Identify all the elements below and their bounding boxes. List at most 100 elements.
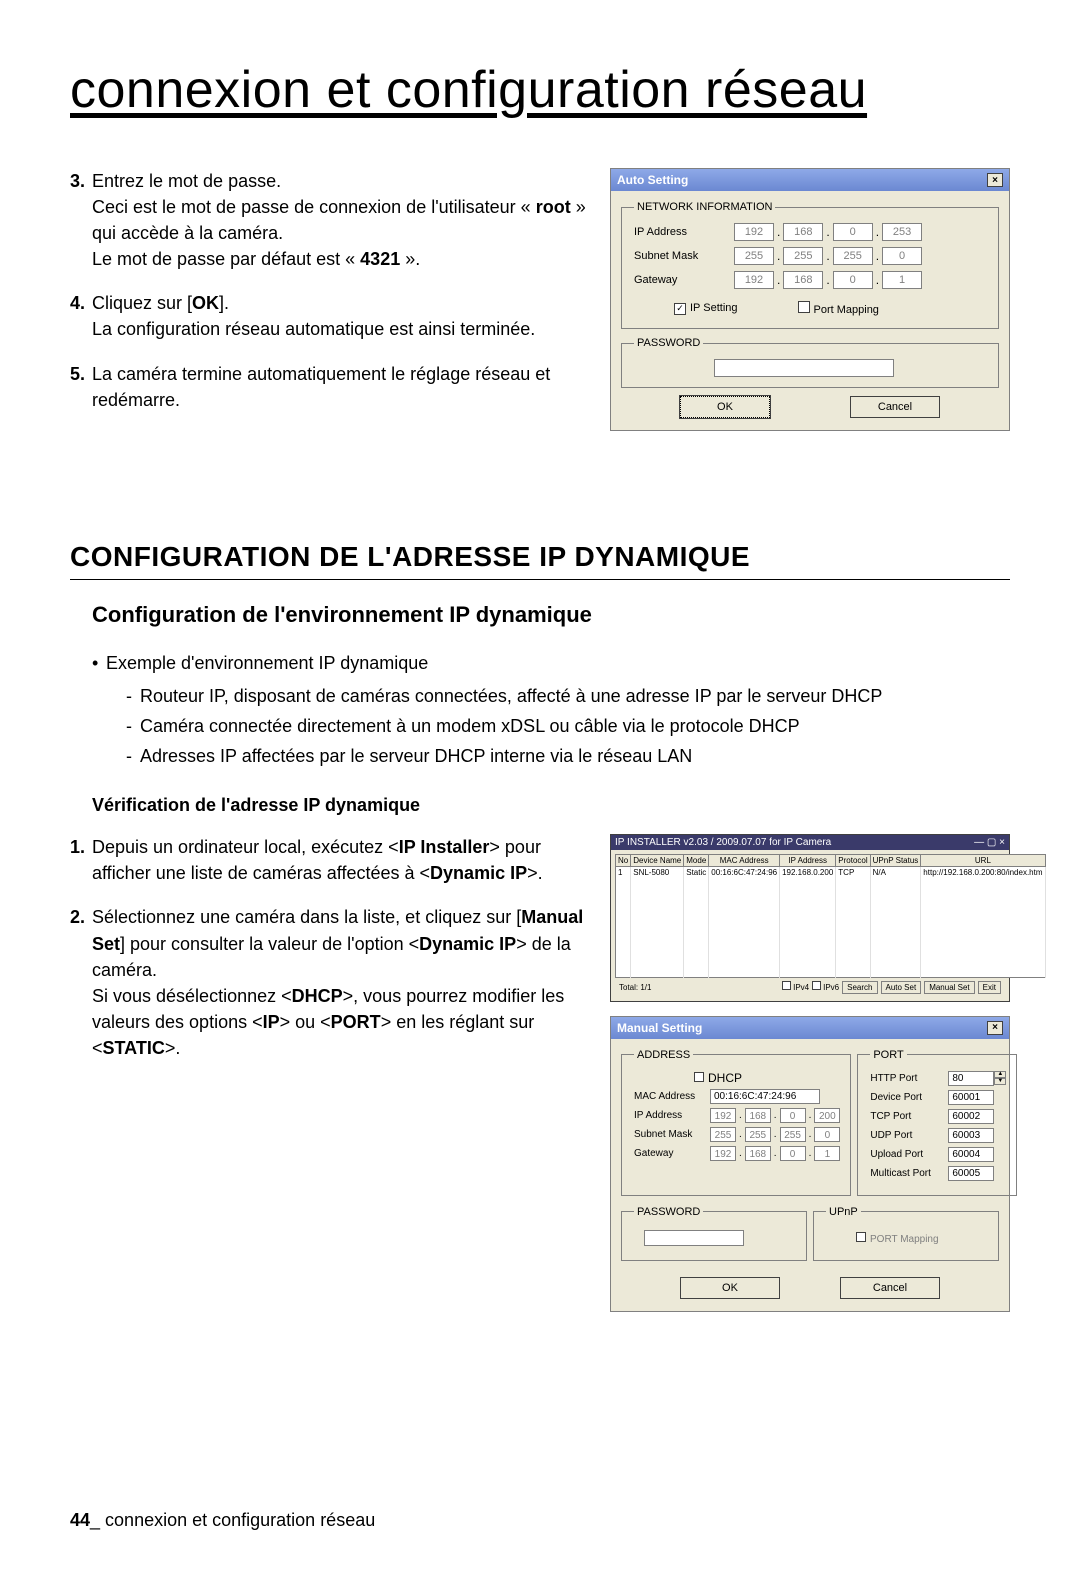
search-button[interactable]: Search: [842, 981, 877, 994]
ipv4-checkbox[interactable]: IPv4: [782, 981, 809, 994]
table-header[interactable]: No: [616, 855, 631, 867]
footer-text: _ connexion et configuration réseau: [90, 1510, 375, 1530]
table-cell[interactable]: Static: [684, 867, 709, 879]
ip-address-field[interactable]: 192. 168. 0. 253: [734, 223, 922, 241]
udp-port-label: UDP Port: [870, 1130, 948, 1141]
manual-password-input[interactable]: [644, 1230, 744, 1246]
ipv4-label: IPv4: [793, 983, 809, 992]
dash-item: Caméra connectée directement à un modem …: [126, 713, 1010, 739]
mask-octet[interactable]: 255: [833, 247, 873, 265]
manual-gw-field[interactable]: 192. 168. 0. 1: [710, 1146, 840, 1161]
dhcp-checkbox[interactable]: DHCP: [694, 1071, 742, 1085]
table-cell[interactable]: 00:16:6C:47:24:96: [709, 867, 780, 879]
udp-port-field[interactable]: 60003: [948, 1128, 994, 1143]
ok-button[interactable]: OK: [680, 396, 770, 418]
step-item: 3.Entrez le mot de passe.Ceci est le mot…: [92, 168, 590, 272]
auto-setting-titlebar: Auto Setting ×: [611, 169, 1009, 191]
ip-octet[interactable]: 168: [783, 223, 823, 241]
mac-field[interactable]: 00:16:6C:47:24:96: [710, 1089, 820, 1104]
mask-octet[interactable]: 255: [783, 247, 823, 265]
manual-setting-dialog: Manual Setting × ADDRESS DHCP MAC Addres…: [610, 1016, 1010, 1312]
table-cell[interactable]: 1: [616, 867, 631, 879]
table-cell[interactable]: 192.168.0.200: [780, 867, 836, 879]
subnet-mask-field[interactable]: 255. 255. 255. 0: [734, 247, 922, 265]
gw-octet[interactable]: 192: [734, 271, 774, 289]
manual-setting-title: Manual Setting: [617, 1021, 702, 1035]
table-header[interactable]: URL: [921, 855, 1045, 867]
mask-octet[interactable]: 255: [710, 1127, 736, 1142]
step-item: 1.Depuis un ordinateur local, exécutez <…: [92, 834, 590, 886]
installer-table[interactable]: NoDevice NameModeMAC AddressIP AddressPr…: [615, 854, 1046, 978]
ip-setting-checkbox[interactable]: ✓IP Setting: [674, 302, 738, 315]
manual-mask-label: Subnet Mask: [634, 1129, 710, 1140]
ip-octet[interactable]: 253: [882, 223, 922, 241]
step-item: 4.Cliquez sur [OK].La configuration rése…: [92, 290, 590, 342]
upnp-port-mapping-label: PORT Mapping: [870, 1234, 939, 1245]
manual-ip-field[interactable]: 192. 168. 0. 200: [710, 1108, 840, 1123]
password-group: PASSWORD: [621, 337, 999, 388]
ipv6-checkbox[interactable]: IPv6: [812, 981, 839, 994]
mask-octet[interactable]: 255: [745, 1127, 771, 1142]
multicast-port-field[interactable]: 60005: [948, 1166, 994, 1181]
gw-octet[interactable]: 0: [780, 1146, 806, 1161]
auto-setting-title: Auto Setting: [617, 173, 688, 187]
gateway-label: Gateway: [634, 274, 734, 286]
upload-port-field[interactable]: 60004: [948, 1147, 994, 1162]
ip-octet[interactable]: 0: [780, 1108, 806, 1123]
dhcp-label: DHCP: [708, 1071, 742, 1085]
table-header[interactable]: Device Name: [631, 855, 684, 867]
upnp-port-mapping-checkbox[interactable]: PORT Mapping: [826, 1228, 988, 1249]
mac-label: MAC Address: [634, 1091, 710, 1102]
mask-octet[interactable]: 255: [780, 1127, 806, 1142]
window-controls[interactable]: — ▢ ×: [974, 837, 1005, 848]
ip-installer-window: IP INSTALLER v2.03 / 2009.07.07 for IP C…: [610, 834, 1010, 1002]
close-icon[interactable]: ×: [987, 1021, 1003, 1035]
table-header[interactable]: IP Address: [780, 855, 836, 867]
ip-octet[interactable]: 192: [710, 1108, 736, 1123]
tcp-port-field[interactable]: 60002: [948, 1109, 994, 1124]
table-cell[interactable]: TCP: [836, 867, 870, 879]
port-mapping-checkbox[interactable]: Port Mapping: [798, 301, 879, 316]
table-cell[interactable]: SNL-5080: [631, 867, 684, 879]
gw-octet[interactable]: 0: [833, 271, 873, 289]
auto-setting-dialog: Auto Setting × NETWORK INFORMATION IP Ad…: [610, 168, 1010, 431]
table-header[interactable]: Protocol: [836, 855, 870, 867]
auto-set-button[interactable]: Auto Set: [881, 981, 922, 994]
ip-octet[interactable]: 192: [734, 223, 774, 241]
step-item: 2.Sélectionnez une caméra dans la liste,…: [92, 904, 590, 1061]
mask-octet[interactable]: 0: [814, 1127, 840, 1142]
gw-octet[interactable]: 192: [710, 1146, 736, 1161]
section-heading-2: Configuration de l'environnement IP dyna…: [70, 602, 1010, 628]
gw-octet[interactable]: 168: [745, 1146, 771, 1161]
ip-octet[interactable]: 168: [745, 1108, 771, 1123]
exit-button[interactable]: Exit: [978, 981, 1001, 994]
table-header[interactable]: UPnP Status: [870, 855, 921, 867]
manual-mask-field[interactable]: 255. 255. 255. 0: [710, 1127, 840, 1142]
mask-octet[interactable]: 0: [882, 247, 922, 265]
gateway-field[interactable]: 192. 168. 0. 1: [734, 271, 922, 289]
manual-cancel-button[interactable]: Cancel: [840, 1277, 940, 1299]
upnp-group: UPnP PORT Mapping: [813, 1206, 999, 1261]
table-header[interactable]: MAC Address: [709, 855, 780, 867]
device-port-field[interactable]: 60001: [948, 1090, 994, 1105]
gw-octet[interactable]: 1: [882, 271, 922, 289]
ip-octet[interactable]: 200: [814, 1108, 840, 1123]
cancel-button[interactable]: Cancel: [850, 396, 940, 418]
table-cell[interactable]: http://192.168.0.200:80/index.htm: [921, 867, 1045, 879]
gw-octet[interactable]: 168: [783, 271, 823, 289]
table-header[interactable]: Mode: [684, 855, 709, 867]
installer-title: IP INSTALLER v2.03 / 2009.07.07 for IP C…: [615, 837, 831, 848]
section-heading-3: Vérification de l'adresse IP dynamique: [92, 795, 1010, 816]
manual-set-button[interactable]: Manual Set: [924, 981, 974, 994]
page-title: connexion et configuration réseau: [70, 60, 1010, 120]
mask-octet[interactable]: 255: [734, 247, 774, 265]
close-icon[interactable]: ×: [987, 173, 1003, 187]
table-cell[interactable]: N/A: [870, 867, 921, 879]
ip-octet[interactable]: 0: [833, 223, 873, 241]
gw-octet[interactable]: 1: [814, 1146, 840, 1161]
manual-ok-button[interactable]: OK: [680, 1277, 780, 1299]
port-group: PORT HTTP Port80▲▼ Device Port60001 TCP …: [857, 1049, 1017, 1196]
password-input[interactable]: [714, 359, 894, 377]
http-port-field[interactable]: 80: [948, 1071, 994, 1086]
spinner-icon[interactable]: ▲▼: [994, 1071, 1006, 1085]
